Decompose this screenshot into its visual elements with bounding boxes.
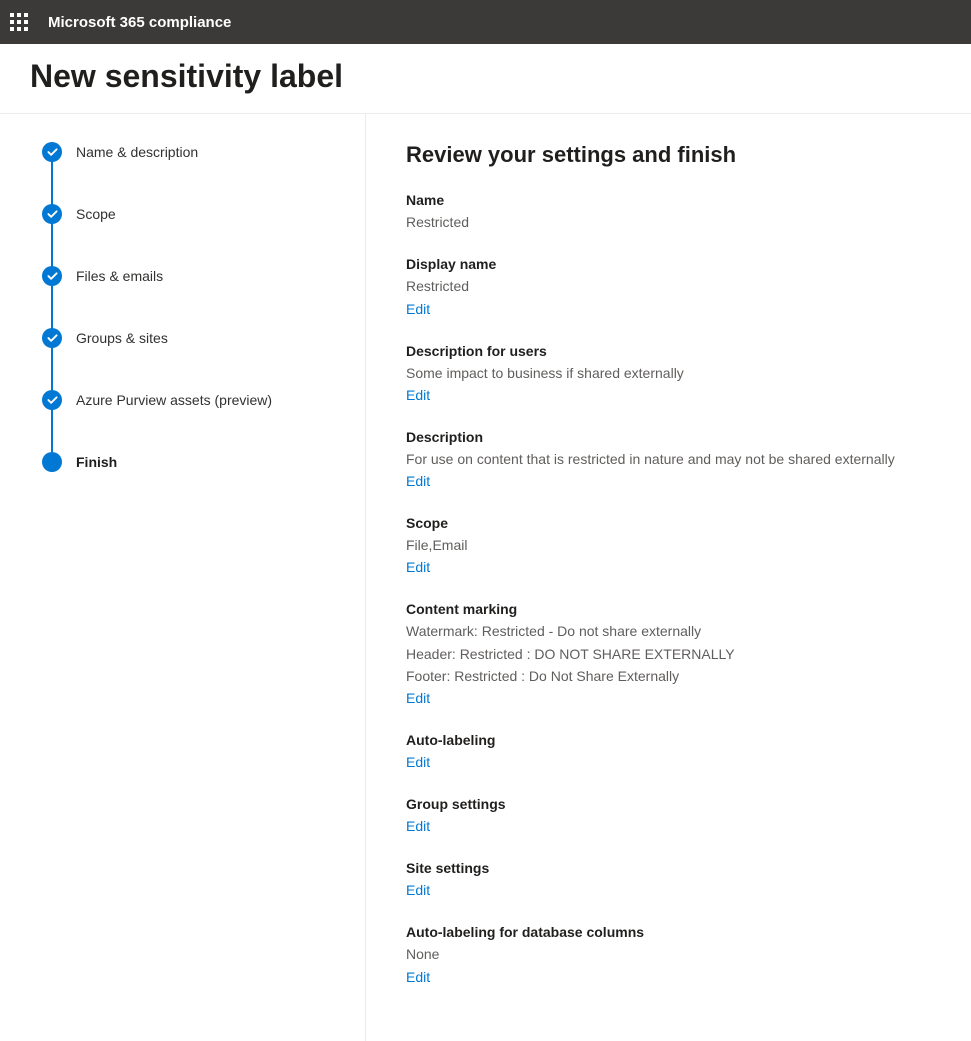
app-launcher-icon[interactable] [10, 13, 28, 31]
review-section-site_settings: Site settings Edit [406, 860, 931, 900]
wizard-step[interactable]: Scope [42, 204, 345, 266]
content-region: Name & description Scope Files & emails Gro… [0, 114, 971, 1041]
checkmark-icon [42, 204, 62, 224]
wizard-step-label: Files & emails [76, 268, 163, 284]
edit-link[interactable]: Edit [406, 387, 430, 403]
edit-link[interactable]: Edit [406, 882, 430, 898]
current-step-icon [42, 452, 62, 472]
section-value: File,Email [406, 535, 931, 555]
section-label: Content marking [406, 601, 931, 617]
checkmark-icon [42, 390, 62, 410]
review-section-desc_users: Description for users Some impact to busi… [406, 343, 931, 405]
review-section-description: Description For use on content that is re… [406, 429, 931, 491]
review-sections: Name Restricted Display name Restricted Edit… [406, 192, 931, 987]
wizard-step[interactable]: Name & description [42, 142, 345, 204]
review-section-name: Name Restricted [406, 192, 931, 232]
section-value: Header: Restricted : DO NOT SHARE EXTERN… [406, 644, 931, 664]
section-value: Some impact to business if shared extern… [406, 363, 931, 383]
section-label: Site settings [406, 860, 931, 876]
app-title: Microsoft 365 compliance [48, 14, 231, 31]
section-label: Display name [406, 256, 931, 272]
step-connector [51, 410, 53, 454]
section-label: Description for users [406, 343, 931, 359]
edit-link[interactable]: Edit [406, 301, 430, 317]
section-value: None [406, 944, 931, 964]
wizard-sidebar: Name & description Scope Files & emails Gro… [0, 114, 366, 1041]
section-label: Scope [406, 515, 931, 531]
section-label: Name [406, 192, 931, 208]
section-label: Group settings [406, 796, 931, 812]
checkmark-icon [42, 266, 62, 286]
section-value: For use on content that is restricted in… [406, 449, 931, 469]
edit-link[interactable]: Edit [406, 473, 430, 489]
review-section-content_marking: Content marking Watermark: Restricted - D… [406, 601, 931, 708]
review-section-group_settings: Group settings Edit [406, 796, 931, 836]
page-header: New sensitivity label [0, 44, 971, 114]
page-title: New sensitivity label [30, 58, 941, 95]
checkmark-icon [42, 328, 62, 348]
edit-link[interactable]: Edit [406, 969, 430, 985]
wizard-step[interactable]: Groups & sites [42, 328, 345, 390]
edit-link[interactable]: Edit [406, 690, 430, 706]
section-value: Restricted [406, 276, 931, 296]
wizard-step[interactable]: Finish [42, 452, 345, 472]
review-section-display_name: Display name Restricted Edit [406, 256, 931, 318]
review-section-auto_label_db: Auto-labeling for database columns None Ed… [406, 924, 931, 986]
section-label: Auto-labeling for database columns [406, 924, 931, 940]
edit-link[interactable]: Edit [406, 559, 430, 575]
wizard-step-label: Groups & sites [76, 330, 168, 346]
wizard-steps: Name & description Scope Files & emails Gro… [42, 142, 345, 472]
review-title: Review your settings and finish [406, 142, 931, 168]
wizard-step-label: Finish [76, 454, 117, 470]
review-section-auto_labeling: Auto-labeling Edit [406, 732, 931, 772]
review-panel: Review your settings and finish Name Rest… [366, 114, 971, 1041]
top-bar: Microsoft 365 compliance [0, 0, 971, 44]
step-connector [51, 286, 53, 330]
step-connector [51, 348, 53, 392]
section-value: Footer: Restricted : Do Not Share Extern… [406, 666, 931, 686]
checkmark-icon [42, 142, 62, 162]
wizard-step-label: Azure Purview assets (preview) [76, 392, 272, 408]
edit-link[interactable]: Edit [406, 754, 430, 770]
section-value: Watermark: Restricted - Do not share ext… [406, 621, 931, 641]
section-label: Description [406, 429, 931, 445]
step-connector [51, 224, 53, 268]
section-value: Restricted [406, 212, 931, 232]
wizard-step-label: Scope [76, 206, 116, 222]
wizard-step[interactable]: Azure Purview assets (preview) [42, 390, 345, 452]
review-section-scope: Scope File,Email Edit [406, 515, 931, 577]
wizard-step-label: Name & description [76, 144, 198, 160]
wizard-step[interactable]: Files & emails [42, 266, 345, 328]
step-connector [51, 162, 53, 206]
edit-link[interactable]: Edit [406, 818, 430, 834]
section-label: Auto-labeling [406, 732, 931, 748]
